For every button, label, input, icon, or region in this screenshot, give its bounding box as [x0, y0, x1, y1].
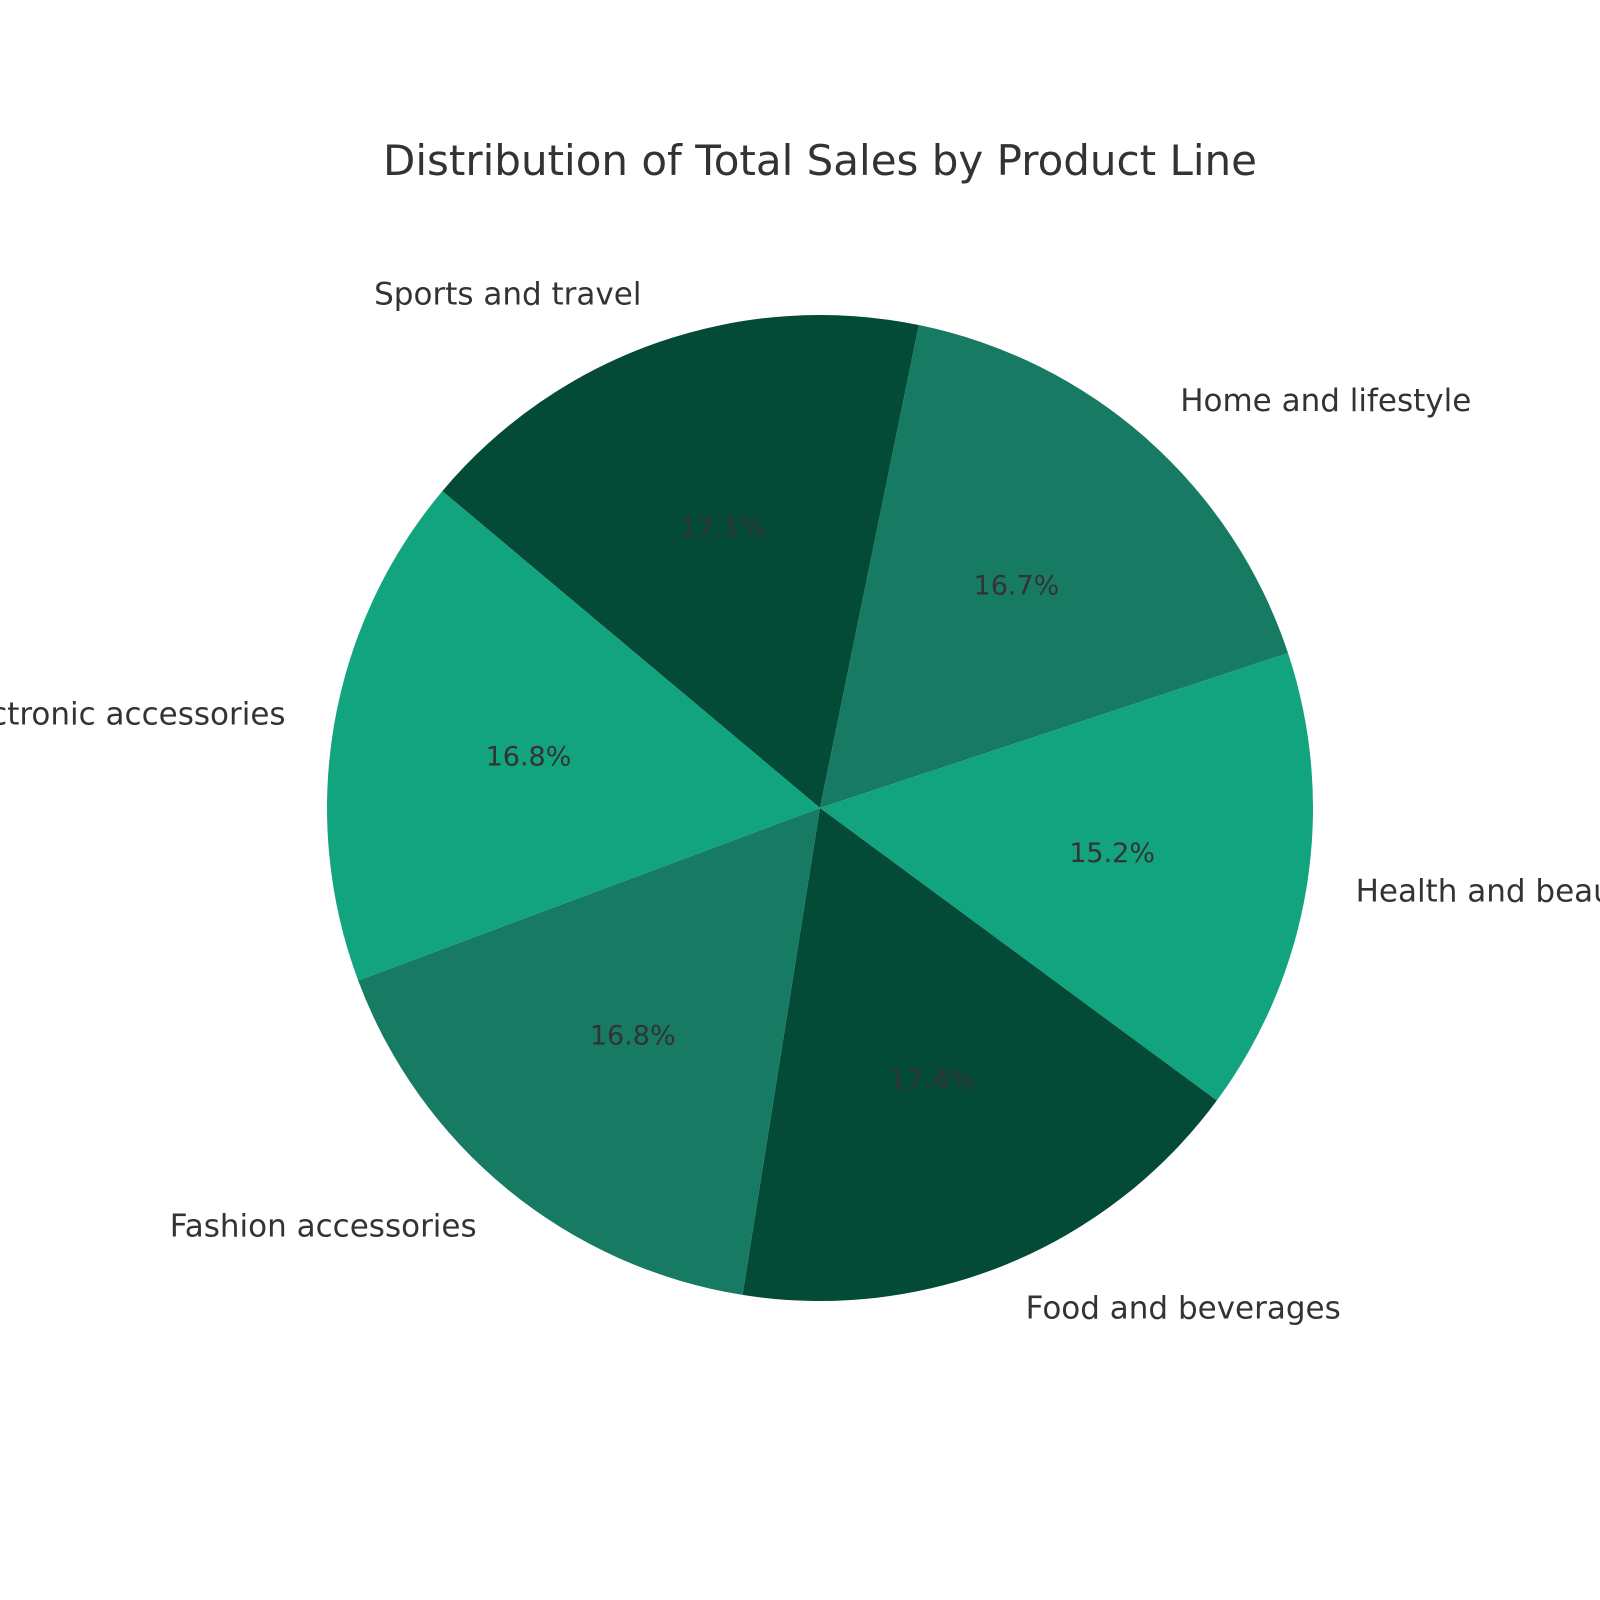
percentage-label-food-and-beverages: 17.4%	[889, 1065, 975, 1096]
category-label-health-and-beauty: Health and beauty	[1356, 874, 1600, 910]
pie-slice-food-and-beverages	[742, 808, 1217, 1301]
percentage-labels: 17.1% 16.7% 15.2% 17.4% 16.8% 16.8%	[486, 512, 1155, 1096]
category-label-electronic-accessories: Electronic accessories	[0, 697, 286, 733]
percentage-label-electronic-accessories: 16.8%	[486, 741, 572, 772]
category-label-fashion-accessories: Fashion accessories	[170, 1208, 477, 1244]
category-label-food-and-beverages: Food and beverages	[1026, 1290, 1341, 1326]
percentage-label-fashion-accessories: 16.8%	[590, 1020, 676, 1051]
category-labels: Sports and travel Home and lifestyle Healt…	[0, 276, 1600, 1326]
category-label-sports-and-travel: Sports and travel	[374, 276, 641, 312]
pie-slice-electronic-accessories	[327, 491, 820, 981]
chart-title: Distribution of Total Sales by Product L…	[383, 136, 1257, 185]
percentage-label-home-and-lifestyle: 16.7%	[974, 570, 1060, 601]
pie-slice-health-and-beauty	[820, 653, 1313, 1101]
pie-slice-sports-and-travel	[442, 314, 919, 808]
pie-slice-fashion-accessories	[358, 808, 820, 1295]
pie-slice-home-and-lifestyle	[820, 325, 1289, 808]
pie-slices	[327, 314, 1313, 1301]
percentage-label-sports-and-travel: 17.1%	[680, 512, 766, 543]
category-label-home-and-lifestyle: Home and lifestyle	[1180, 383, 1471, 419]
percentage-label-health-and-beauty: 15.2%	[1069, 838, 1155, 869]
